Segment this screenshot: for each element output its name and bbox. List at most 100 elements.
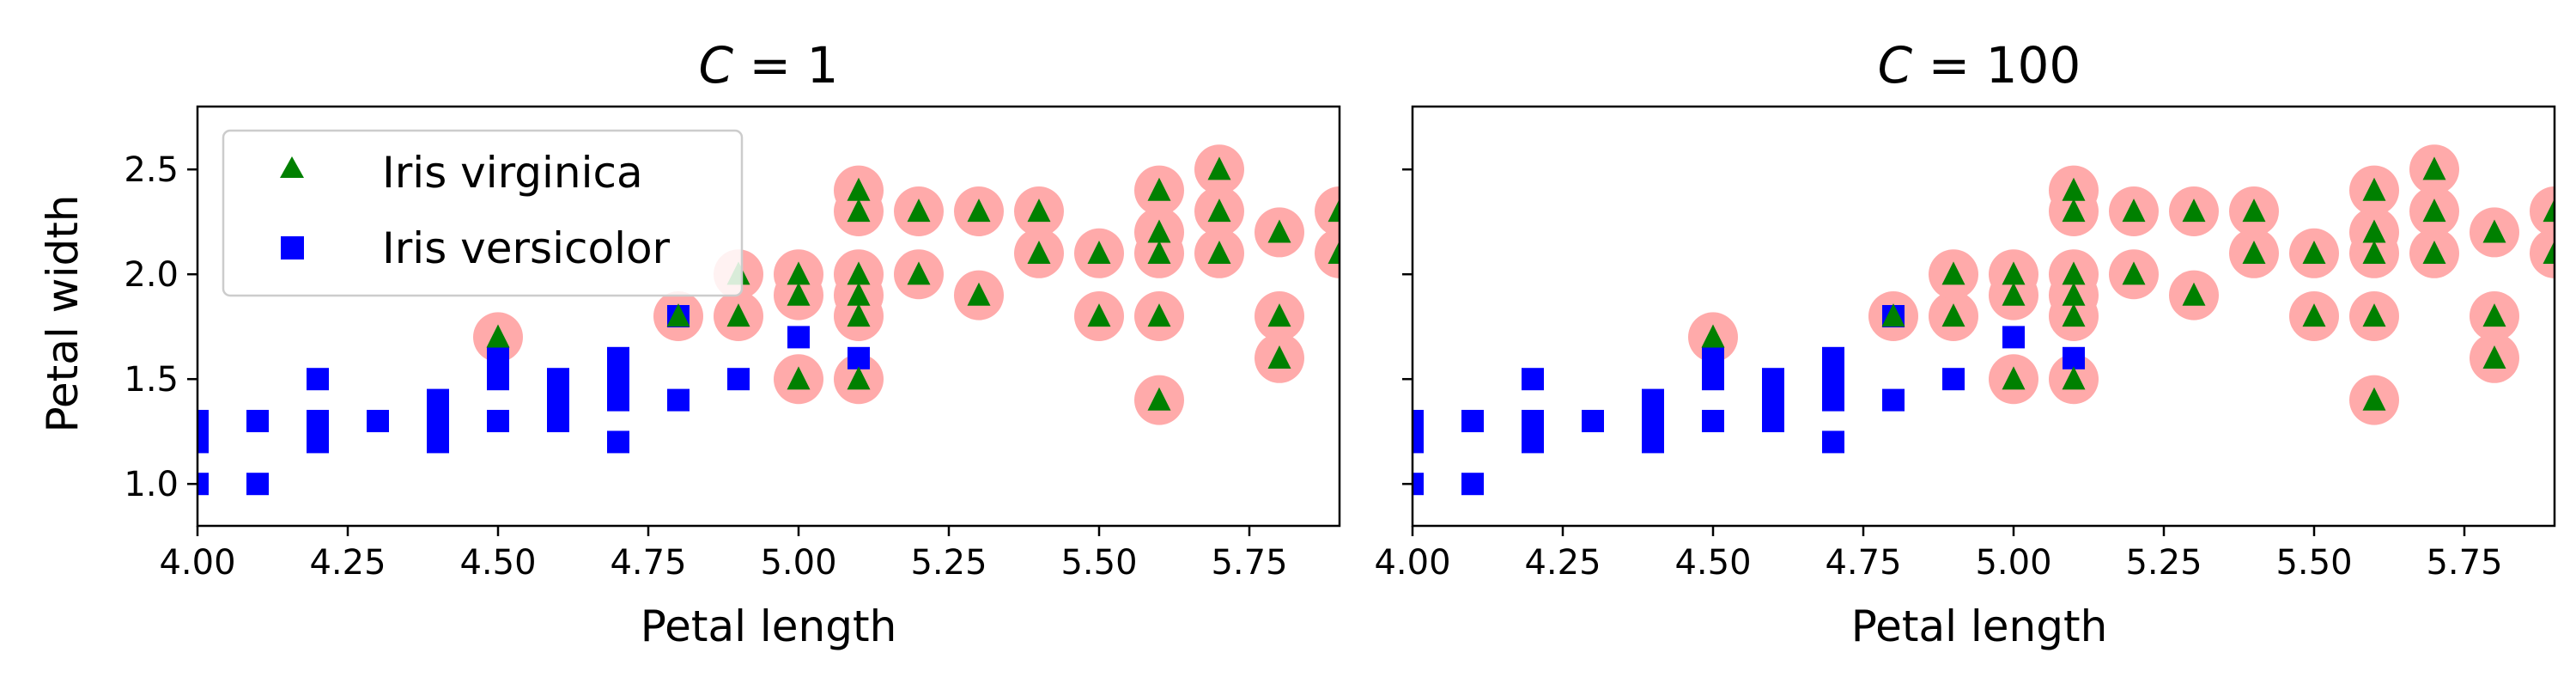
left-virginica-point	[847, 366, 871, 390]
right-virginica-point	[2062, 177, 2086, 201]
left-virginica-point	[1147, 240, 1171, 264]
right-versicolor-point	[1461, 473, 1484, 496]
left-virginica-point	[847, 282, 871, 306]
left-virginica-point	[787, 366, 811, 390]
right-virginica-point	[2482, 303, 2506, 327]
left-virginica-point	[1147, 177, 1171, 201]
right-versicolor-point	[1522, 430, 1544, 454]
right-x-axis-ticks: 4.00 4.25 4.50 4.75 5.00 5.25 5.50 5.75	[1374, 526, 2503, 583]
right-versicolor-point	[2002, 326, 2025, 349]
legend: Iris virginica Iris versicolor	[222, 129, 744, 297]
right-virginica-point	[2182, 282, 2206, 306]
left-virginica-point	[1147, 387, 1171, 411]
left-versicolor-point	[607, 368, 629, 391]
left-virginica-point	[1327, 198, 1340, 223]
legend-triangle-icon	[280, 156, 304, 178]
right-versicolor-point	[1762, 388, 1784, 412]
left-plot-title: C = 1	[699, 36, 839, 95]
left-virginica-point	[1207, 156, 1231, 180]
left-virginica-point	[666, 303, 690, 327]
left-versicolor-point	[547, 388, 569, 412]
right-virginica-point	[2002, 366, 2026, 390]
right-versicolor-point	[1522, 368, 1544, 391]
legend-label-virginica: Iris virginica	[382, 148, 643, 198]
right-x-axis-label: Petal length	[1851, 601, 2108, 651]
left-versicolor-point	[427, 430, 449, 454]
left-virginica-point	[847, 198, 871, 223]
right-virginica-point	[2002, 261, 2026, 285]
right-x-tick-label: 4.00	[1374, 543, 1450, 583]
right-versicolor-point	[1822, 430, 1844, 454]
left-virginica-point	[1027, 240, 1051, 264]
right-virginica-point	[2362, 219, 2386, 243]
left-versicolor-point	[246, 410, 269, 432]
right-virginica-point	[2122, 198, 2146, 223]
right-versicolor-point	[1822, 388, 1844, 412]
right-versicolor-point	[1461, 410, 1484, 432]
right-versicolor-point	[1522, 410, 1544, 432]
left-y-axis-label: Petal width	[38, 195, 88, 433]
right-virginica-point	[2543, 240, 2555, 264]
left-virginica-point	[1147, 303, 1171, 327]
left-virginica-point	[1087, 303, 1111, 327]
left-versicolor-point	[547, 410, 569, 432]
right-x-tick-label: 5.00	[1975, 543, 2051, 583]
left-virginica-point	[967, 198, 991, 223]
left-versicolor-point	[607, 346, 629, 369]
left-versicolor-point	[487, 368, 509, 391]
right-support-vector-halo	[2530, 228, 2555, 278]
right-virginica-point	[2062, 282, 2086, 306]
right-versicolor-point	[1762, 368, 1784, 391]
left-virginica-point	[1207, 240, 1231, 264]
left-virginica-point	[787, 282, 811, 306]
right-versicolor-point	[1702, 346, 1724, 369]
right-virginica-point	[2062, 303, 2086, 327]
left-y-tick-label: 1.0	[124, 465, 179, 504]
right-versicolor-point	[1882, 388, 1905, 412]
right-versicolor-points	[1413, 305, 2085, 496]
right-virginica-point	[2422, 198, 2446, 223]
left-versicolor-point	[307, 410, 329, 432]
right-virginica-point	[2302, 303, 2326, 327]
right-virginica-point	[1881, 303, 1905, 327]
left-plot-frame	[196, 105, 1341, 528]
left-versicolor-point	[487, 410, 509, 432]
right-virginica-point	[2002, 282, 2026, 306]
left-versicolor-points	[197, 305, 870, 496]
left-virginica-point	[787, 261, 811, 285]
right-versicolor-point	[1582, 410, 1604, 432]
left-virginica-point	[847, 261, 871, 285]
right-virginica-point	[2122, 261, 2146, 285]
right-virginica-point	[2482, 345, 2506, 369]
left-x-axis-ticks: 4.00 4.25 4.50 4.75 5.00 5.25 5.50 5.75	[159, 526, 1288, 583]
right-versicolor-point	[1642, 388, 1664, 412]
left-versicolor-point	[367, 410, 389, 432]
right-virginica-point	[2242, 198, 2266, 223]
left-title-variable: C	[699, 36, 734, 95]
left-x-tick-label: 5.75	[1211, 543, 1287, 583]
left-y-tick-label: 2.5	[124, 150, 179, 190]
right-virginica-point	[2482, 219, 2506, 243]
left-versicolor-point	[197, 473, 209, 496]
left-x-tick-label: 4.75	[610, 543, 686, 583]
right-virginica-point	[2422, 240, 2446, 264]
right-versicolor-point	[1702, 368, 1724, 391]
right-virginica-point	[2543, 198, 2555, 223]
left-versicolor-point	[787, 326, 810, 349]
left-title-value: 1	[807, 36, 839, 95]
right-virginica-point	[2362, 177, 2386, 201]
left-versicolor-point	[547, 368, 569, 391]
left-y-tick-label: 1.5	[124, 360, 179, 400]
left-x-tick-label: 5.50	[1060, 543, 1137, 583]
right-versicolor-point	[1942, 368, 1965, 391]
right-virginica-point	[2062, 261, 2086, 285]
right-virginica-point	[2062, 198, 2086, 223]
left-y-axis-ticks: 1.0 1.5 2.0 2.5	[124, 150, 197, 504]
right-versicolor-point	[1822, 346, 1844, 369]
right-x-tick-label: 4.25	[1524, 543, 1601, 583]
left-versicolor-point	[607, 430, 629, 454]
right-plot-panel: C = 100 4.00 4.25 4.50 4.75 5.00 5.25 5.50 5.75…	[1374, 36, 2556, 651]
left-versicolor-point	[607, 388, 629, 412]
left-x-tick-label: 4.50	[459, 543, 536, 583]
